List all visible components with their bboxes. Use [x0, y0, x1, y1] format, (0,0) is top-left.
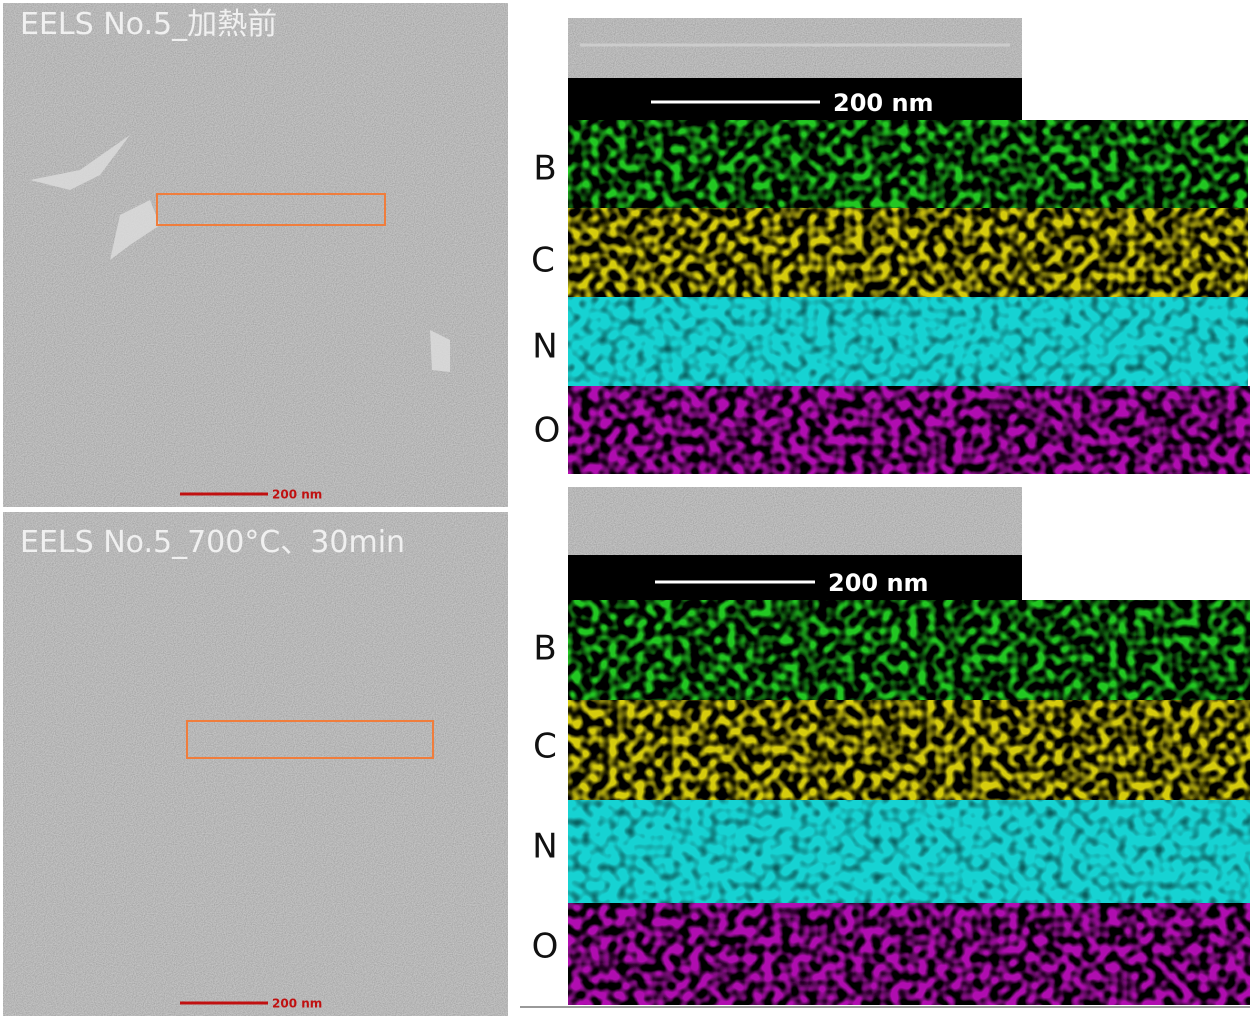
panel-title: EELS No.5_加熱前: [20, 7, 277, 42]
roi-box: [156, 193, 386, 226]
particle: [30, 135, 450, 372]
element-label: C: [533, 727, 557, 767]
element-label: B: [533, 149, 556, 189]
element-label: N: [532, 827, 557, 867]
b-map: [568, 600, 1250, 700]
element-label: B: [533, 629, 556, 669]
scale-panel: [568, 78, 1022, 120]
c-map: [568, 700, 1250, 800]
roi-box: [186, 720, 434, 759]
n-map: [568, 297, 1248, 386]
element-label: O: [534, 411, 561, 451]
n-map: [568, 800, 1250, 903]
scale-panel: [568, 555, 1022, 600]
scale-bar-label: 200 nm: [828, 569, 929, 597]
element-label: N: [532, 327, 557, 367]
o-map: [568, 903, 1250, 1005]
haadf-strip: [568, 18, 1022, 78]
scale-bar-label: 200 nm: [833, 89, 934, 117]
sem-image: [3, 3, 508, 507]
element-label: C: [531, 241, 555, 281]
element-label: O: [532, 927, 559, 967]
panel-title: EELS No.5_700°C、30min: [20, 525, 405, 560]
o-map: [568, 386, 1250, 474]
scale-bar-label: 200 nm: [272, 997, 322, 1011]
c-map: [568, 208, 1248, 297]
sem-image: [3, 512, 508, 1016]
b-map: [568, 120, 1248, 208]
scale-bar-label: 200 nm: [272, 488, 322, 502]
haadf-strip: [568, 487, 1022, 555]
